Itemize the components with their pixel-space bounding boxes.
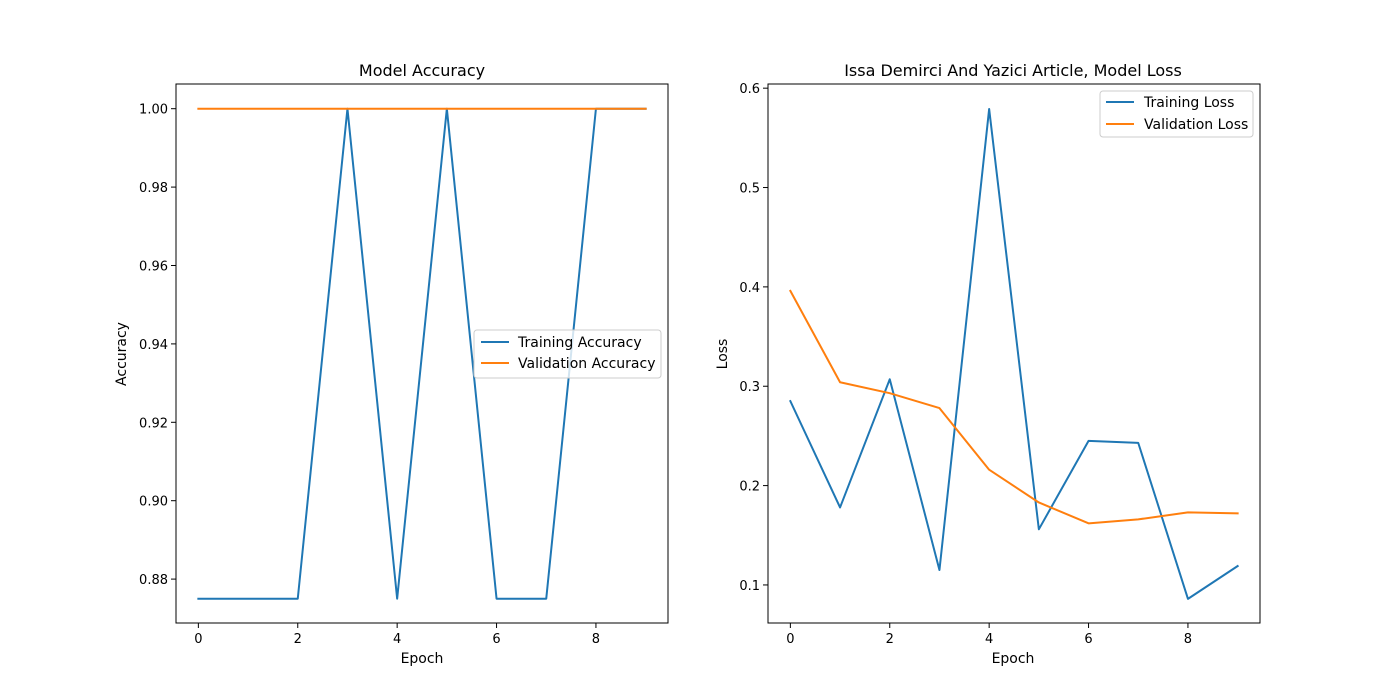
loss-plot-frame [767,83,1261,624]
legend-label-training-loss: Training Loss [1143,95,1234,111]
loss-chart: Issa Demirci And Yazici Article, Model L… [715,61,1261,667]
loss-x-tick-label: 0 [786,632,794,647]
loss-chart-title: Issa Demirci And Yazici Article, Model L… [844,61,1182,80]
loss-y-tick-label: 0.5 [739,182,760,197]
loss-x-tick-label: 6 [1084,632,1092,647]
loss-legend-box [1099,90,1254,138]
accuracy-y-axis-label: Accuracy [114,322,130,386]
loss-legend: Training Loss Validation Loss [1099,90,1254,138]
accuracy-y-tick-label: 1.00 [139,103,168,118]
accuracy-legend-box [473,329,662,379]
accuracy-x-tick-label: 2 [294,632,302,647]
series-line-training-loss [789,108,1240,600]
accuracy-y-tick-label: 0.98 [139,181,168,196]
loss-x-axis-label: Epoch [992,651,1035,667]
loss-y-axis-label: Loss [715,339,731,370]
accuracy-x-tick-label: 8 [592,632,600,647]
loss-y-tick-label: 0.1 [739,579,760,594]
accuracy-y-tick-label: 0.92 [139,416,168,431]
loss-series-lines [789,108,1240,600]
series-line-validation-loss [789,289,1239,525]
accuracy-y-tick-label: 0.88 [139,573,168,588]
accuracy-x-axis-label: Epoch [401,651,444,667]
loss-axes: 0 2 4 6 8 0.1 0.2 0.3 0.4 0.5 0.6 [739,82,1192,647]
loss-y-tick-label: 0.4 [739,281,760,296]
loss-y-tick-label: 0.6 [739,82,760,97]
accuracy-x-tick-label: 6 [492,632,500,647]
legend-label-validation-accuracy: Validation Accuracy [518,356,656,372]
accuracy-x-tick-label: 0 [194,632,202,647]
legend-label-validation-loss: Validation Loss [1144,117,1248,133]
loss-x-tick-label: 4 [985,632,993,647]
loss-x-tick-label: 8 [1184,632,1192,647]
accuracy-chart: Model Accuracy Epoch Accuracy 0 2 4 6 80.880… [114,61,669,667]
loss-y-tick-label: 0.2 [739,480,760,495]
legend-label-training-accuracy: Training Accuracy [517,335,642,351]
loss-y-tick-label: 0.3 [739,380,760,395]
accuracy-x-tick-label: 4 [393,632,401,647]
accuracy-y-tick-label: 0.94 [139,338,168,353]
accuracy-plot-frame [175,83,669,624]
accuracy-y-tick-label: 0.96 [139,259,168,274]
accuracy-y-tick-label: 0.90 [139,495,168,510]
accuracy-chart-title: Model Accuracy [359,61,485,80]
loss-x-tick-label: 2 [886,632,894,647]
accuracy-legend: Training Accuracy Validation Accuracy [473,329,662,379]
accuracy-axes: 0 2 4 6 8 0.88 0.90 0.92 0.94 0.96 0.98 1.00 [139,103,600,647]
